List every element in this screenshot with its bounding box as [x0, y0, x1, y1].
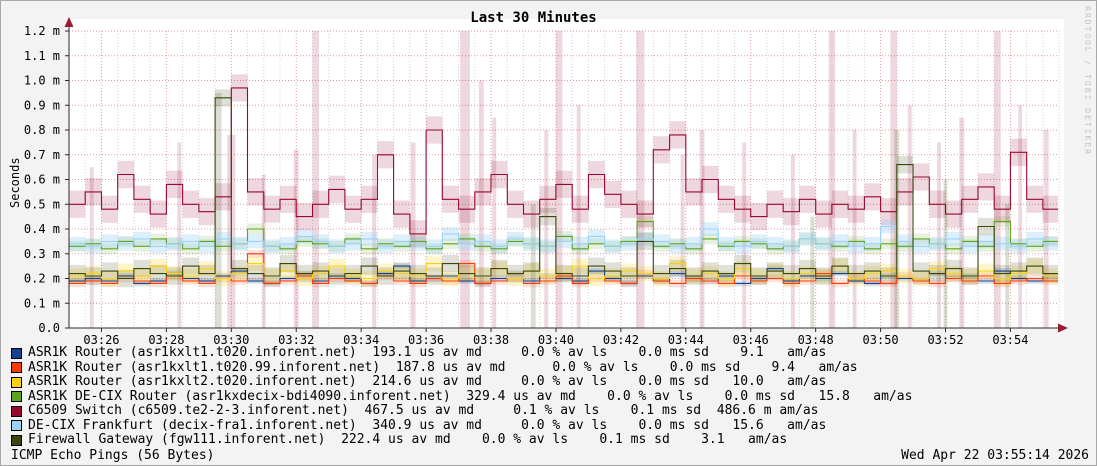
chart-canvas: 03:26 03:28 03:30 03:32 03:34 03:36 03:38 03:40…: [24, 17, 1068, 345]
legend-item: Firewall Gateway (fgw111.inforent.net) 2…: [11, 432, 912, 448]
legend-color-swatch: [11, 391, 22, 403]
tick-labels: 03:26 03:28 03:30 03:32 03:34 03:36 03:38 03:40…: [24, 24, 1029, 345]
x-tick-label: 03:46: [733, 333, 769, 345]
y-tick-label: 0.5 m: [24, 197, 60, 211]
x-tick-label: 03:50: [863, 333, 899, 345]
y-tick-label: 0.0: [38, 321, 60, 335]
x-tick-label: 03:26: [83, 333, 119, 345]
y-tick-label: 0.9 m: [24, 98, 60, 112]
y-tick-label: 0.4 m: [24, 222, 60, 236]
footer-description: ICMP Echo Pings (56 Bytes): [11, 448, 215, 463]
legend-color-swatch: [11, 362, 22, 374]
legend-item-label: ASR1K Router (asr1kxlt2.t020.inforent.ne…: [28, 374, 827, 389]
series-line: [69, 97, 1058, 280]
legend-item-label: ASR1K Router (asr1kxlt1.t020.99.inforent…: [28, 359, 858, 375]
footer-timestamp: Wed Apr 22 03:55:14 2026: [901, 448, 1089, 463]
series-line: [69, 253, 1058, 284]
legend-item-label: C6509 Switch (c6509.te2-2-3.inforent.net…: [28, 403, 819, 418]
y-tick-label: 0.1 m: [24, 296, 60, 310]
legend-item: ASR1K Router (asr1kxlt1.t020.99.inforent…: [11, 359, 912, 376]
legend-item: C6509 Switch (c6509.te2-2-3.inforent.net…: [11, 403, 912, 419]
x-tick-label: 03:54: [992, 333, 1028, 345]
legend-item: DE-CIX Frankfurt (decix-fra1.inforent.ne…: [11, 417, 912, 434]
y-axis-title: Seconds: [8, 157, 22, 208]
legend-color-swatch: [11, 434, 22, 446]
y-tick-label: 0.8 m: [24, 123, 60, 137]
series-line: [69, 87, 1058, 235]
footer: ICMP Echo Pings (56 Bytes) Wed Apr 22 03…: [11, 448, 1089, 463]
rrdtool-watermark: RRDTOOL / TOBI OETIKER: [1083, 6, 1092, 156]
x-tick-label: 03:42: [603, 333, 639, 345]
legend-color-swatch: [11, 347, 22, 359]
legend-item-label: Firewall Gateway (fgw111.inforent.net) 2…: [28, 432, 788, 447]
legend-item: ASR1K DE-CIX Router (asr1kxdecix-bdi4090…: [11, 388, 913, 405]
x-tick-label: 03:38: [473, 333, 509, 345]
series-envelope: [69, 250, 1058, 288]
x-tick-label: 03:36: [408, 333, 444, 345]
y-tick-label: 1.2 m: [24, 24, 60, 38]
legend-color-swatch: [11, 376, 22, 388]
y-tick-label: 0.7 m: [24, 148, 60, 162]
chart-title: Last 30 Minutes: [470, 10, 597, 26]
legend-item-label: ASR1K Router (asr1kxlt1.t020.inforent.ne…: [28, 345, 827, 360]
legend-item: ASR1K Router (asr1kxlt1.t020.inforent.ne…: [11, 345, 912, 361]
y-tick-label: 1.0 m: [24, 74, 60, 88]
x-tick-label: 03:52: [927, 333, 963, 345]
series-envelope: [69, 216, 1058, 255]
x-tick-label: 03:28: [148, 333, 184, 345]
x-tick-label: 03:32: [278, 333, 314, 345]
series-envelope: [69, 89, 1058, 288]
legend-color-swatch: [11, 420, 22, 432]
series-envelope: [69, 256, 1058, 286]
legend-item-label: ASR1K DE-CIX Router (asr1kxdecix-bdi4090…: [28, 388, 913, 404]
y-tick-label: 0.2 m: [24, 272, 60, 286]
y-tick-label: 1.1 m: [24, 49, 60, 63]
x-tick-label: 03:30: [213, 333, 249, 345]
legend-item-label: DE-CIX Frankfurt (decix-fra1.inforent.ne…: [28, 417, 827, 433]
x-tick-label: 03:48: [798, 333, 834, 345]
legend-item: ASR1K Router (asr1kxlt2.t020.inforent.ne…: [11, 374, 912, 390]
legend-color-swatch: [11, 405, 22, 417]
x-tick-label: 03:44: [668, 333, 704, 345]
x-tick-label: 03:40: [538, 333, 574, 345]
series-line: [69, 225, 1058, 247]
y-tick-label: 0.6 m: [24, 173, 60, 187]
y-tick-label: 0.3 m: [24, 247, 60, 261]
legend: ASR1K Router (asr1kxlt1.t020.inforent.ne…: [11, 345, 913, 448]
x-tick-label: 03:34: [343, 333, 379, 345]
